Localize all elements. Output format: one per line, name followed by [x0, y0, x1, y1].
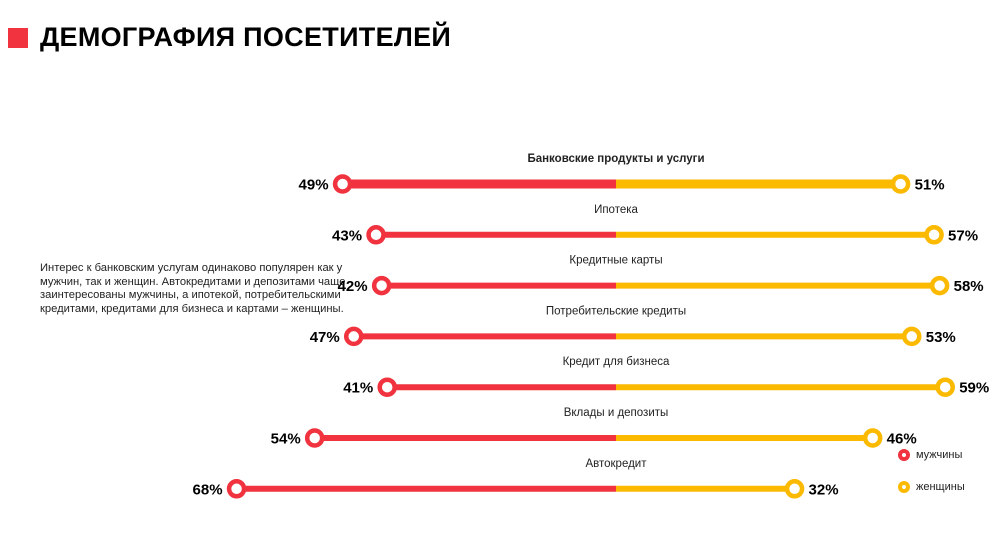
men-value-label-вклады-и-депозиты: 54% [271, 431, 301, 448]
men-point-автокредит [226, 479, 247, 499]
women-point-ипотека [924, 225, 944, 245]
women-value-label-автокредит: 32% [809, 481, 839, 498]
men-point-кредит-для-бизнеса [377, 377, 397, 397]
men-point-банковские-продукты-и-услуги [332, 174, 353, 194]
men-value-label-ипотека: 43% [332, 227, 362, 244]
legend-item: мужчины [898, 445, 965, 465]
category-label-потребительские-кредиты: Потребительские кредиты [546, 305, 686, 317]
category-label-банковские-продукты-и-услуги: Банковские продукты и услуги [527, 153, 704, 165]
category-label-автокредит: Автокредит [585, 458, 647, 470]
women-point-кредит-для-бизнеса [935, 377, 955, 397]
legend-marker-icon [898, 449, 910, 461]
men-value-label-кредитные-карты: 42% [338, 278, 368, 295]
legend-label: женщины [916, 481, 965, 493]
chart-legend: мужчины женщины [898, 445, 965, 509]
legend-marker-icon [898, 481, 910, 493]
women-value-label-кредит-для-бизнеса: 59% [959, 380, 989, 397]
page-title: ДЕМОГРАФИЯ ПОСЕТИТЕЛЕЙ [40, 22, 452, 52]
women-point-автокредит [784, 479, 805, 499]
women-value-label-вклады-и-депозиты: 46% [887, 431, 917, 448]
women-value-label-потребительские-кредиты: 53% [926, 329, 956, 346]
legend-item: женщины [898, 477, 965, 497]
description-text: Интерес к банковским услугам одинаково п… [40, 262, 346, 315]
men-value-label-кредит-для-бизнеса: 41% [343, 380, 373, 397]
men-value-label-банковские-продукты-и-услуги: 49% [299, 177, 329, 194]
title-accent-square [8, 27, 28, 48]
page-header: ДЕМОГРАФИЯ ПОСЕТИТЕЛЕЙ [8, 22, 451, 53]
women-point-кредитные-карты [929, 275, 950, 296]
category-label-вклады-и-депозиты: Вклады и депозиты [564, 407, 669, 419]
men-point-вклады-и-депозиты [304, 428, 325, 448]
men-value-label-потребительские-кредиты: 47% [310, 329, 340, 346]
men-point-ипотека [366, 225, 386, 245]
category-label-ипотека: Ипотека [594, 204, 638, 216]
men-value-label-автокредит: 68% [193, 481, 223, 498]
women-value-label-ипотека: 57% [948, 227, 978, 244]
legend-label: мужчины [916, 449, 963, 461]
women-point-потребительские-кредиты [901, 326, 922, 347]
women-value-label-банковские-продукты-и-услуги: 51% [915, 177, 945, 194]
women-point-вклады-и-депозиты [862, 428, 883, 448]
category-label-кредит-для-бизнеса: Кредит для бизнеса [563, 356, 670, 368]
women-point-банковские-продукты-и-услуги [890, 174, 911, 194]
category-label-кредитные-карты: Кредитные карты [569, 255, 662, 267]
men-point-потребительские-кредиты [343, 326, 364, 347]
women-value-label-кредитные-карты: 58% [954, 278, 984, 295]
men-point-кредитные-карты [371, 275, 392, 296]
